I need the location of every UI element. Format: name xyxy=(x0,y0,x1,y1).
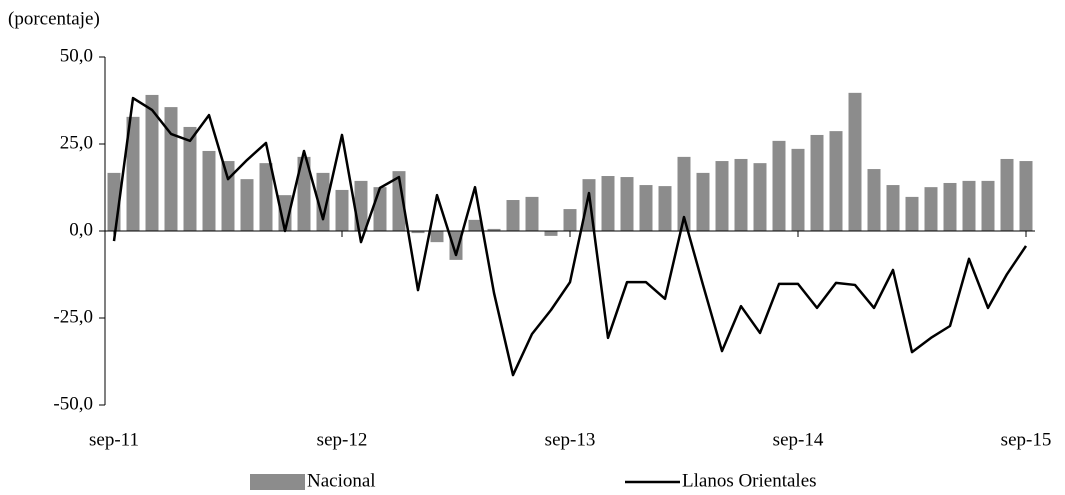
bar xyxy=(753,163,767,231)
y-tick-label: -50,0 xyxy=(53,393,93,414)
bar xyxy=(772,140,786,231)
bar xyxy=(506,200,520,231)
bar xyxy=(734,158,748,231)
bar xyxy=(1000,158,1014,231)
bar xyxy=(943,182,957,231)
bar xyxy=(544,231,558,236)
bar xyxy=(164,107,178,231)
bar xyxy=(620,177,634,231)
bar xyxy=(715,161,729,231)
bar xyxy=(525,196,539,231)
bar xyxy=(677,156,691,231)
bar xyxy=(696,172,710,231)
bar xyxy=(297,156,311,231)
y-axis-label: (porcentaje) xyxy=(8,8,100,29)
bar xyxy=(981,180,995,231)
legend-label: Llanos Orientales xyxy=(682,470,817,491)
bar xyxy=(202,150,216,231)
bar xyxy=(373,187,387,231)
y-tick-label: 0,0 xyxy=(69,219,93,240)
bar xyxy=(430,231,444,243)
bar xyxy=(335,189,349,231)
x-tick-label: sep-11 xyxy=(89,429,139,450)
bar xyxy=(810,134,824,231)
y-tick-label: 50,0 xyxy=(60,45,93,66)
bar xyxy=(563,209,577,231)
x-tick-label: sep-15 xyxy=(1001,429,1052,450)
bar xyxy=(240,179,254,231)
bar xyxy=(145,94,159,231)
bar xyxy=(1019,161,1033,231)
line xyxy=(112,96,1028,377)
bar xyxy=(905,196,919,231)
bar xyxy=(411,231,425,234)
bar xyxy=(468,219,482,231)
bar xyxy=(848,92,862,232)
bar xyxy=(962,180,976,231)
bar xyxy=(658,186,672,231)
bar xyxy=(601,176,615,231)
bar xyxy=(316,172,330,231)
y-tick-label: 25,0 xyxy=(60,132,93,153)
y-tick-label: -25,0 xyxy=(53,306,93,327)
bar xyxy=(449,231,463,260)
bar xyxy=(392,171,406,231)
bar xyxy=(126,116,140,231)
bar xyxy=(221,161,235,231)
legend-swatch xyxy=(250,474,305,490)
x-tick-label: sep-13 xyxy=(545,429,596,450)
x-tick-label: sep-14 xyxy=(773,429,824,450)
bar xyxy=(487,228,501,231)
bar xyxy=(924,187,938,231)
bar xyxy=(791,148,805,231)
legend-label: Nacional xyxy=(307,470,376,491)
bar xyxy=(259,163,273,231)
bar xyxy=(886,185,900,231)
x-tick-label: sep-12 xyxy=(317,429,368,450)
bar xyxy=(639,185,653,231)
bar xyxy=(867,169,881,231)
bar xyxy=(829,131,843,231)
bar xyxy=(183,126,197,231)
